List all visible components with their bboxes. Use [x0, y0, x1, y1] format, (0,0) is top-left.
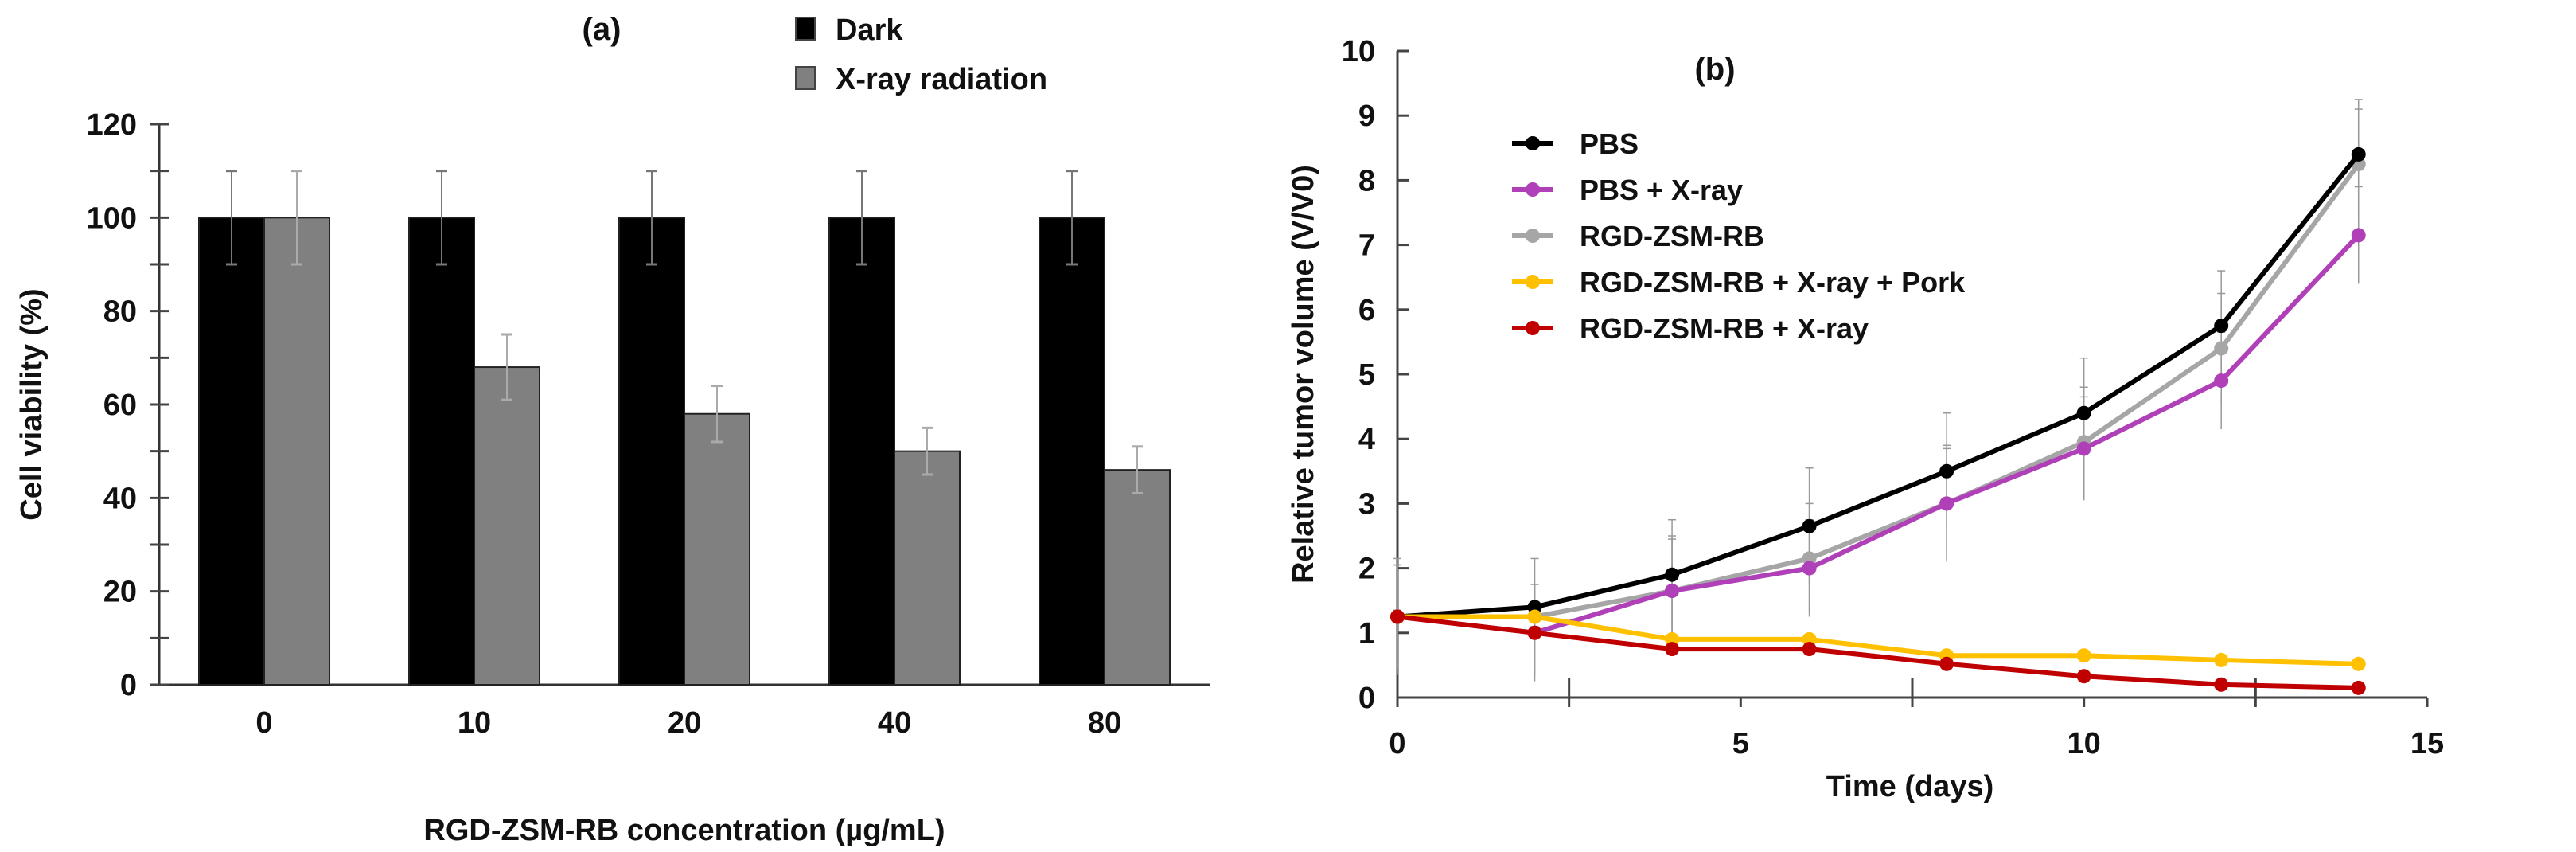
bar-dark — [1039, 217, 1105, 686]
data-point-pbs — [2351, 147, 2366, 162]
x-tick-label: 0 — [1389, 727, 1405, 760]
data-point-pbs — [1665, 567, 1680, 582]
data-point-pbs-x-ray — [1939, 496, 1954, 511]
legend-marker — [1526, 182, 1540, 197]
x-tick-label: 10 — [2067, 727, 2101, 760]
data-point-pbs — [2076, 405, 2091, 420]
panel-b-y-axis-label: Relative tumor volume (V/V0) — [1287, 165, 1320, 584]
y-tick-label: 9 — [1358, 100, 1375, 133]
data-point-pbs — [1939, 463, 1954, 479]
series-line-rgd-zsm-rb-x-ray — [1397, 614, 2359, 690]
bar-x-ray-radiation — [474, 366, 540, 686]
bar-x-ray-radiation — [1104, 469, 1171, 686]
legend-swatch — [795, 66, 816, 90]
legend-swatch — [795, 17, 816, 41]
y-tick-label: 4 — [1358, 423, 1375, 456]
y-tick-label: 2 — [1358, 553, 1375, 586]
x-tick-label: 15 — [2410, 727, 2444, 760]
x-tick-label: 20 — [668, 706, 701, 740]
x-tick-label: 80 — [1088, 706, 1121, 740]
data-point-pbs-x-ray — [1802, 561, 1817, 576]
data-point-pbs-x-ray — [2076, 441, 2091, 456]
data-point-rgd-zsm-rb-x-ray — [1527, 625, 1542, 640]
y-tick-label: 100 — [87, 201, 137, 235]
data-point-rgd-zsm-rb-x-ray — [2351, 680, 2366, 695]
y-tick-label: 6 — [1358, 294, 1375, 327]
series-line-pbs — [1397, 153, 2361, 619]
data-point-rgd-zsm-rb-x-ray-pork — [2214, 652, 2229, 667]
series-line-rgd-zsm-rb — [1397, 162, 2361, 619]
legend-marker — [1526, 229, 1540, 243]
data-point-rgd-zsm-rb-x-ray — [1802, 642, 1817, 657]
legend-label: RGD-ZSM-RB + X-ray + Pork — [1580, 266, 1966, 299]
panel-b-title: (b) — [1694, 52, 1735, 87]
y-tick-label: 3 — [1358, 487, 1375, 521]
y-tick-label: 5 — [1358, 358, 1375, 392]
x-tick-label: 10 — [458, 706, 491, 740]
data-point-pbs-x-ray — [2351, 228, 2366, 243]
y-tick-label: 10 — [1342, 35, 1375, 68]
y-tick-label: 1 — [1358, 617, 1375, 651]
data-point-rgd-zsm-rb-x-ray-pork — [2076, 648, 2091, 663]
data-point-rgd-zsm-rb-x-ray-pork — [1527, 609, 1542, 624]
legend-marker — [1526, 321, 1540, 335]
legend-label: PBS — [1580, 127, 1639, 160]
data-point-rgd-zsm-rb-x-ray — [2076, 669, 2091, 684]
y-tick-label: 80 — [103, 295, 137, 329]
data-point-rgd-zsm-rb-x-ray — [1939, 656, 1954, 671]
panel-b-line-chart: (b) Time (days) Relative tumor volume (V… — [1287, 35, 2444, 803]
legend-label: PBS + X-ray — [1580, 174, 1743, 206]
x-tick-label: 40 — [878, 706, 911, 740]
y-tick-label: 7 — [1358, 229, 1375, 263]
data-point-rgd-zsm-rb-x-ray — [1665, 642, 1680, 657]
y-tick-label: 0 — [1358, 682, 1375, 715]
legend-marker — [1526, 136, 1540, 150]
y-tick-label: 40 — [103, 482, 137, 515]
y-tick-label: 8 — [1358, 164, 1375, 197]
bar-x-ray-radiation — [894, 450, 961, 686]
series-line-rgd-zsm-rb-x-ray-pork — [1397, 614, 2359, 666]
series-line-pbs-x-ray — [1397, 233, 2360, 635]
y-tick-label: 20 — [103, 576, 137, 609]
data-point-rgd-zsm-rb-x-ray — [1390, 609, 1405, 624]
legend-label: RGD-ZSM-RB — [1580, 220, 1764, 252]
y-tick-label: 0 — [120, 669, 137, 702]
panel-b-x-axis-label: Time (days) — [1826, 770, 1993, 803]
data-point-rgd-zsm-rb-x-ray — [2214, 677, 2229, 692]
panel-a-bar-chart: (a) RGD-ZSM-RB concentration (µg/mL) Cel… — [15, 12, 1210, 847]
panel-a-title: (a) — [583, 12, 622, 47]
legend-label: RGD-ZSM-RB + X-ray — [1580, 312, 1869, 345]
y-tick-label: 120 — [87, 108, 137, 142]
y-tick-label: 60 — [103, 389, 137, 422]
data-point-rgd-zsm-rb — [2214, 341, 2229, 356]
data-point-pbs-x-ray — [2214, 373, 2229, 389]
bar-dark — [408, 217, 475, 686]
legend-marker — [1526, 275, 1540, 289]
panel-a-y-axis-label: Cell viability (%) — [15, 288, 49, 520]
data-point-pbs-x-ray — [1665, 584, 1680, 599]
bar-x-ray-radiation — [684, 412, 750, 686]
bar-dark — [198, 217, 265, 686]
bar-dark — [618, 217, 685, 686]
x-tick-label: 5 — [1732, 727, 1749, 760]
panel-a-x-axis-label: RGD-ZSM-RB concentration (µg/mL) — [423, 814, 945, 847]
data-point-pbs — [1802, 518, 1817, 533]
bar-dark — [828, 217, 895, 686]
x-tick-label: 0 — [255, 706, 272, 740]
legend-label: Dark — [836, 14, 903, 47]
data-point-pbs — [2214, 319, 2229, 334]
data-point-rgd-zsm-rb-x-ray-pork — [2351, 656, 2366, 671]
legend-label: X-ray radiation — [836, 63, 1047, 96]
bar-x-ray-radiation — [263, 217, 330, 686]
